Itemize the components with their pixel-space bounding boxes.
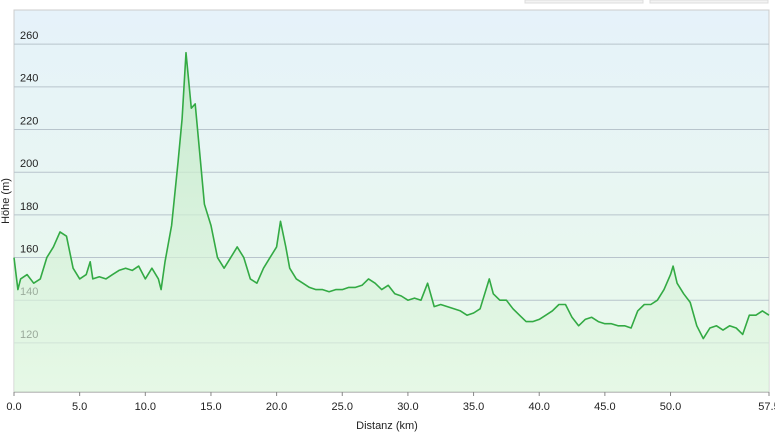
x-tick-label: 25.0 [332,401,353,413]
y-axis-label: Höhe (m) [0,178,12,224]
x-tick-label: 30.0 [397,401,418,413]
y-tick-label: 220 [20,115,38,127]
x-tick-label: 57.5 [758,401,775,413]
y-tick-label: 200 [20,158,38,170]
x-tick-label: 35.0 [463,401,484,413]
x-axis-label: Distanz (km) [356,420,418,432]
line [13,51,770,340]
tab[interactable] [649,0,769,4]
area [14,52,769,392]
x-tick-label: 15.0 [200,401,221,413]
x-tick-label: 10.0 [135,401,156,413]
x-tick-label: 50.0 [660,401,681,413]
x-tick-label: 20.0 [266,401,287,413]
y-tick-label: 240 [20,73,38,85]
x-tick-label: 40.0 [529,401,550,413]
tab[interactable] [524,0,644,4]
y-tick-label: 260 [20,30,38,42]
x-tick-label: 45.0 [594,401,615,413]
x-tick-label: 5.0 [72,401,87,413]
y-tick-label: 180 [20,201,38,213]
x-tick-label: 0.0 [6,401,21,413]
y-tick-label: 160 [20,243,38,255]
